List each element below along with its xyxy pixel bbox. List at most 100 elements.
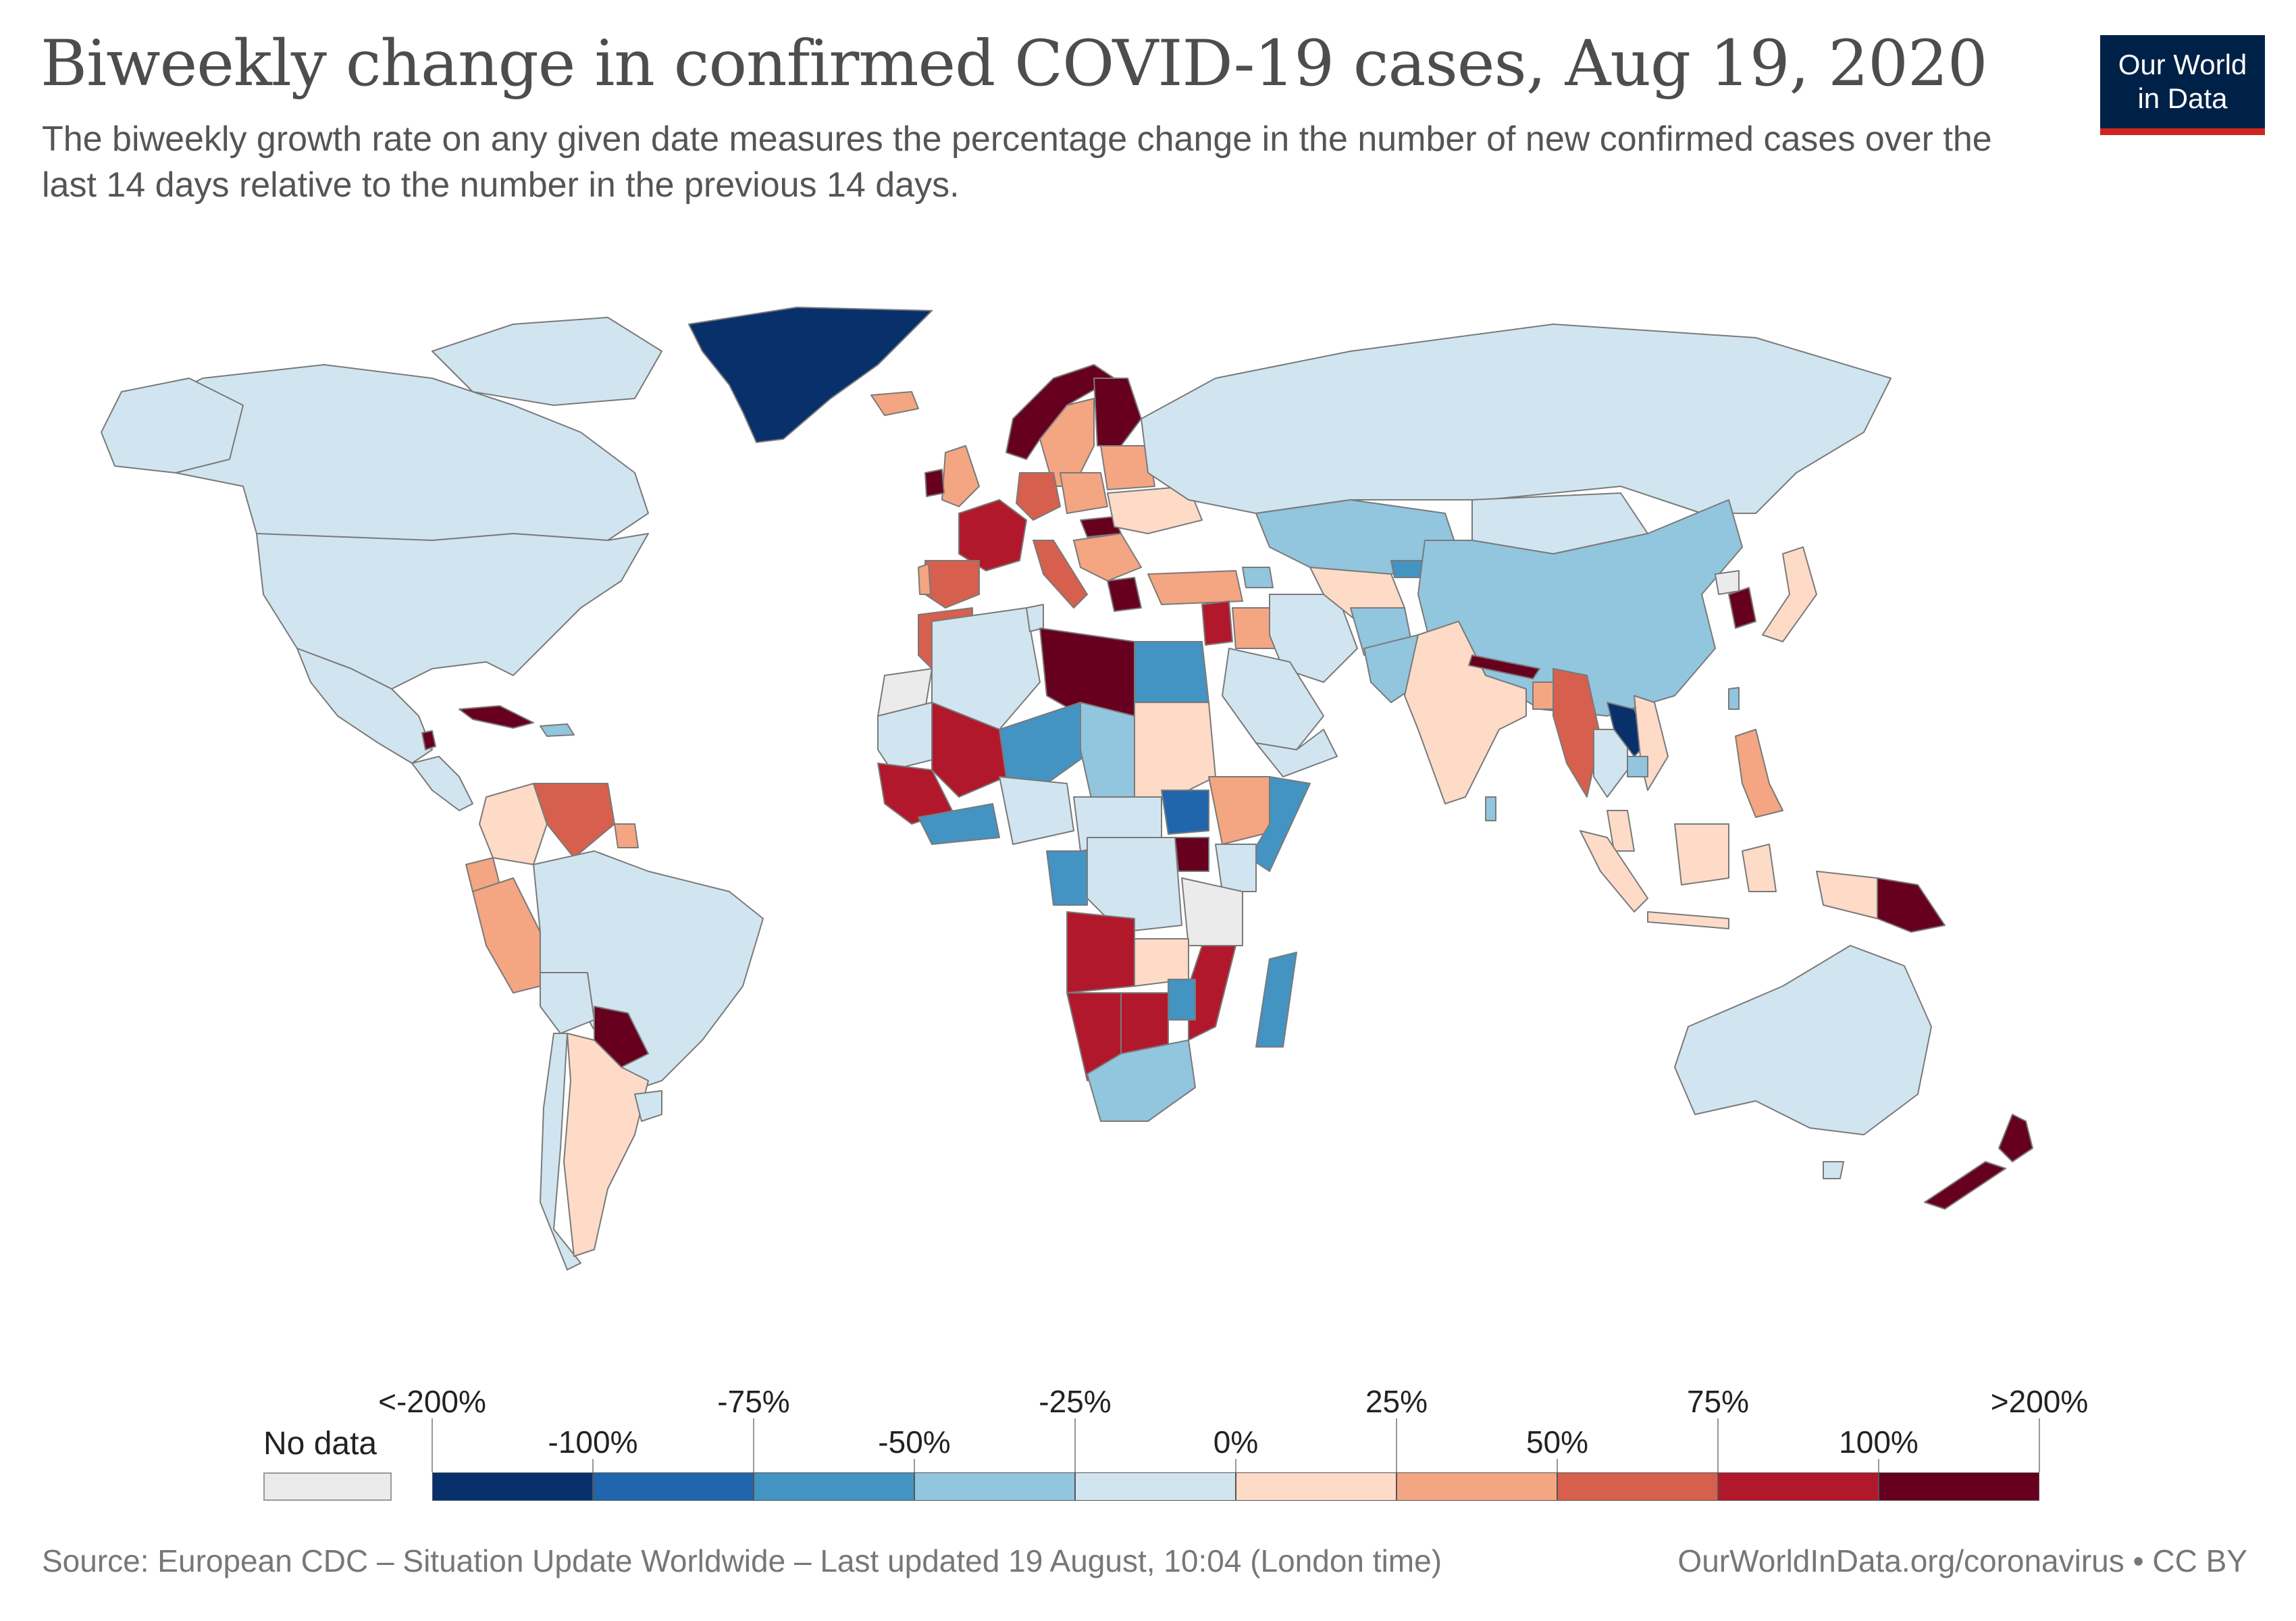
- region-greece[interactable]: [1107, 577, 1142, 612]
- region-japan[interactable]: [1762, 546, 1817, 642]
- region-indonesia-papua[interactable]: [1816, 871, 1878, 919]
- credit-link[interactable]: OurWorldInData.org/coronavirus • CC BY: [1677, 1543, 2247, 1578]
- region-mexico[interactable]: [296, 648, 433, 764]
- region-zimbabwe[interactable]: [1168, 979, 1196, 1021]
- legend-bin[interactable]: [1557, 1472, 1718, 1501]
- region-finland[interactable]: [1093, 378, 1142, 446]
- region-guyana[interactable]: [614, 823, 639, 848]
- chart-title: Biweekly change in confirmed COVID-19 ca…: [41, 27, 1988, 101]
- region-tunisia[interactable]: [1026, 604, 1044, 632]
- legend-lower-label: -100%: [548, 1424, 638, 1460]
- region-indonesia-sulawesi[interactable]: [1742, 844, 1777, 892]
- region-myanmar[interactable]: [1553, 668, 1601, 798]
- region-bolivia[interactable]: [540, 972, 595, 1034]
- region-taiwan[interactable]: [1728, 687, 1740, 710]
- region-ireland[interactable]: [924, 469, 945, 497]
- region-cuba[interactable]: [459, 705, 534, 729]
- region-west-africa-coast[interactable]: [918, 803, 1000, 845]
- region-central-america[interactable]: [411, 756, 473, 811]
- region-peru[interactable]: [472, 877, 541, 994]
- region-cambodia[interactable]: [1627, 756, 1648, 777]
- region-venezuela[interactable]: [533, 783, 615, 858]
- region-madagascar[interactable]: [1255, 952, 1297, 1048]
- region-new-zealand-north[interactable]: [1998, 1114, 2033, 1162]
- legend-tick: [914, 1459, 915, 1472]
- region-sri-lanka[interactable]: [1485, 796, 1496, 821]
- legend-bin[interactable]: [432, 1472, 593, 1501]
- region-iceland[interactable]: [870, 391, 919, 416]
- owid-logo[interactable]: Our World in Data: [2100, 35, 2265, 135]
- logo-line-2: in Data: [2137, 82, 2228, 114]
- region-botswana[interactable]: [1120, 992, 1169, 1054]
- region-argentina[interactable]: [563, 1033, 649, 1257]
- region-bangladesh[interactable]: [1532, 681, 1554, 710]
- region-hispaniola[interactable]: [540, 723, 575, 737]
- legend-upper-label: <-200%: [378, 1384, 486, 1419]
- region-guatemala[interactable]: [421, 730, 436, 750]
- region-paraguay[interactable]: [594, 1006, 649, 1068]
- region-chile[interactable]: [540, 1033, 581, 1270]
- region-indonesia-java[interactable]: [1647, 911, 1729, 929]
- region-indonesia-sumatra[interactable]: [1580, 830, 1648, 912]
- region-tasmania[interactable]: [1823, 1161, 1844, 1179]
- region-nepal[interactable]: [1468, 654, 1540, 679]
- region-spain[interactable]: [924, 560, 980, 609]
- region-greenland[interactable]: [688, 307, 933, 443]
- region-kenya[interactable]: [1215, 844, 1257, 892]
- region-sudan[interactable]: [1134, 702, 1216, 798]
- region-belarus-baltics[interactable]: [1100, 445, 1155, 490]
- legend-no-data-label: No data: [263, 1426, 377, 1462]
- region-papua-new-guinea[interactable]: [1877, 877, 1946, 933]
- region-south-sudan[interactable]: [1161, 790, 1209, 835]
- legend-bin[interactable]: [1236, 1472, 1397, 1501]
- region-australia[interactable]: [1674, 945, 1932, 1135]
- legend-tick: [1557, 1459, 1558, 1472]
- region-algeria[interactable]: [931, 607, 1041, 730]
- region-new-zealand-south[interactable]: [1924, 1161, 2006, 1210]
- region-mali[interactable]: [931, 702, 1007, 798]
- legend-bin[interactable]: [914, 1472, 1075, 1501]
- region-hungary[interactable]: [1080, 516, 1122, 538]
- region-gabon-congo[interactable]: [1046, 850, 1088, 906]
- region-canadian-arctic[interactable]: [432, 317, 662, 406]
- region-uk[interactable]: [941, 445, 980, 507]
- region-drc[interactable]: [1087, 837, 1182, 933]
- region-russia[interactable]: [1141, 324, 1891, 514]
- region-france[interactable]: [958, 499, 1027, 571]
- legend-no-data-swatch[interactable]: [263, 1472, 392, 1501]
- region-south-africa[interactable]: [1087, 1039, 1196, 1122]
- region-nigeria[interactable]: [999, 776, 1074, 845]
- region-tanzania[interactable]: [1181, 877, 1243, 946]
- region-malaysia[interactable]: [1607, 810, 1635, 852]
- legend-bin[interactable]: [593, 1472, 754, 1501]
- legend-bin[interactable]: [1718, 1472, 1879, 1501]
- region-kyrgyzstan[interactable]: [1390, 560, 1426, 578]
- legend-bin[interactable]: [754, 1472, 914, 1501]
- region-niger[interactable]: [999, 702, 1095, 784]
- region-syria-lebanon[interactable]: [1201, 600, 1233, 646]
- legend-bin[interactable]: [1879, 1472, 2039, 1501]
- region-egypt[interactable]: [1134, 641, 1209, 703]
- region-uganda[interactable]: [1174, 837, 1209, 872]
- region-yemen-oman[interactable]: [1255, 729, 1338, 777]
- region-indonesia-borneo[interactable]: [1674, 823, 1729, 885]
- legend-lower-label: -50%: [878, 1424, 951, 1460]
- legend-bin[interactable]: [1075, 1472, 1236, 1501]
- legend-bin[interactable]: [1397, 1472, 1557, 1501]
- region-angola[interactable]: [1066, 911, 1135, 994]
- region-italy[interactable]: [1033, 540, 1088, 609]
- region-somalia[interactable]: [1249, 776, 1311, 872]
- region-korea[interactable]: [1728, 587, 1756, 629]
- region-germany[interactable]: [1016, 472, 1061, 521]
- region-caucasus[interactable]: [1242, 567, 1274, 588]
- region-balkans[interactable]: [1073, 533, 1142, 582]
- region-north-korea[interactable]: [1715, 570, 1740, 595]
- region-poland[interactable]: [1060, 472, 1108, 514]
- region-alaska[interactable]: [101, 378, 244, 473]
- region-philippines[interactable]: [1735, 729, 1783, 818]
- region-uruguay[interactable]: [634, 1090, 662, 1122]
- region-mauritania[interactable]: [877, 702, 946, 771]
- region-portugal[interactable]: [918, 563, 931, 595]
- region-turkey[interactable]: [1147, 570, 1243, 605]
- region-chad[interactable]: [1080, 702, 1135, 811]
